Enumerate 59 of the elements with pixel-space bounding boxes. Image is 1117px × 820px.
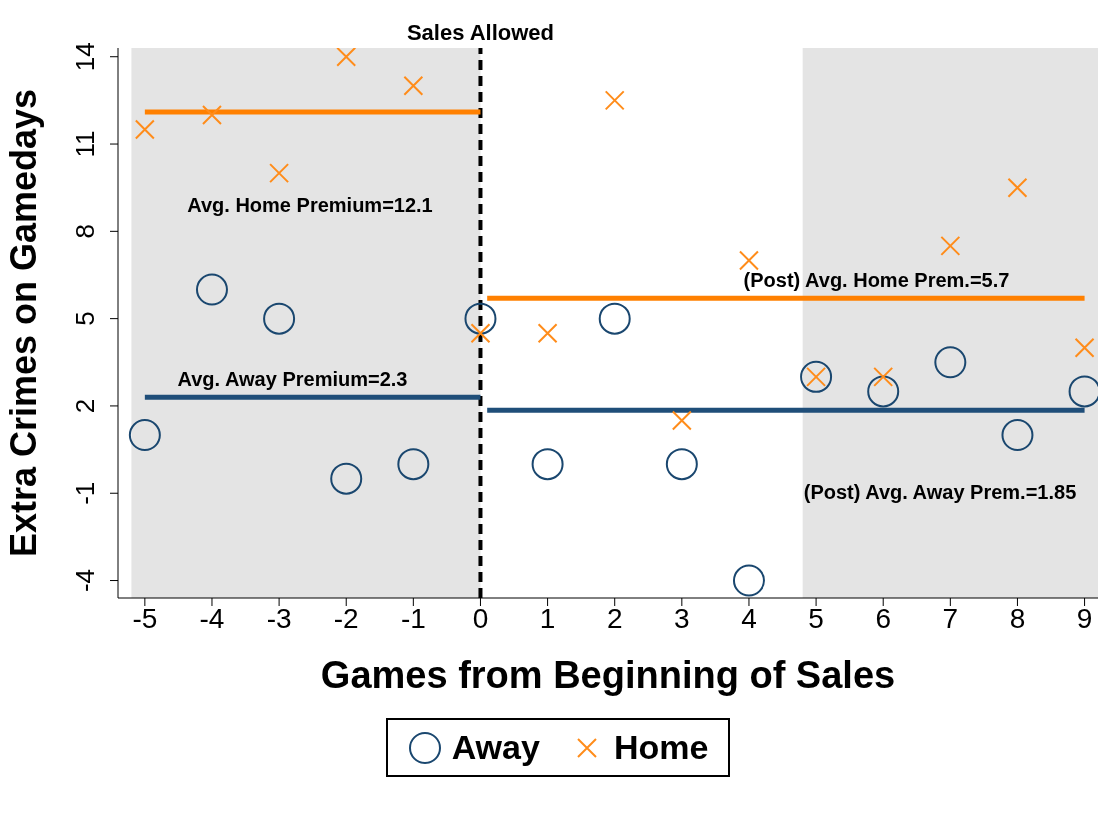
x-tick-label: 2 [606, 602, 623, 634]
x-tick-label: 6 [875, 602, 891, 634]
point [671, 410, 692, 431]
annotation: Avg. Home Premium=12.1 [187, 193, 433, 217]
x-tick-label: -4 [199, 602, 225, 634]
legend-label: Away [451, 728, 540, 767]
annotation: (Post) Avg. Home Prem.=5.7 [743, 269, 1010, 292]
y-tick-label: 14 [70, 42, 100, 72]
y-tick-label: 8 [70, 224, 100, 239]
point [665, 448, 698, 481]
x-tick-label: 4 [741, 602, 757, 634]
annotation: (Post) Avg. Away Prem.=1.85 [803, 480, 1077, 504]
point [201, 104, 222, 125]
point [397, 448, 430, 481]
y-tick-label: -4 [70, 568, 100, 593]
x-tick-label: 1 [539, 602, 556, 634]
point [738, 250, 759, 271]
point [336, 48, 357, 67]
point [867, 375, 900, 408]
point [464, 302, 497, 335]
point [195, 273, 228, 306]
x-tick-label: -5 [132, 602, 158, 634]
point [873, 366, 894, 387]
ref-line-label: Sales Allowed [406, 20, 555, 45]
point [531, 448, 564, 481]
legend-label: Home [613, 728, 709, 767]
point [940, 235, 961, 256]
x-tick-label: 7 [942, 602, 959, 634]
point [403, 75, 424, 96]
x-tick-label: 8 [1009, 602, 1026, 634]
point [598, 302, 631, 335]
point [537, 323, 558, 344]
y-tick-label: -1 [70, 481, 100, 505]
point [604, 90, 625, 111]
x-tick-label: -3 [266, 602, 292, 634]
x-tick-label: -1 [400, 602, 426, 634]
point [934, 346, 967, 379]
point [330, 462, 363, 495]
point [800, 360, 833, 393]
point [269, 163, 290, 184]
y-tick-label: 11 [70, 130, 100, 158]
point [263, 302, 296, 335]
point [128, 419, 161, 452]
x-tick-label: 0 [472, 602, 489, 634]
y-axis-title: Extra Crimes on Gamedays [2, 88, 44, 558]
point [1074, 337, 1095, 358]
x-tick-label: 9 [1076, 602, 1093, 634]
y-tick-label: 5 [70, 311, 100, 326]
point [1007, 177, 1028, 198]
x-axis-title: Games from Beginning of Sales [320, 654, 896, 696]
point [470, 323, 491, 344]
y-tick-label: 2 [70, 398, 100, 414]
x-tick-label: 5 [808, 602, 824, 634]
annotation: Avg. Away Premium=2.3 [177, 368, 408, 391]
point [732, 564, 765, 597]
point [1001, 419, 1034, 452]
x-tick-label: -2 [333, 602, 359, 634]
x-tick-label: 3 [674, 602, 690, 634]
point [134, 119, 155, 140]
